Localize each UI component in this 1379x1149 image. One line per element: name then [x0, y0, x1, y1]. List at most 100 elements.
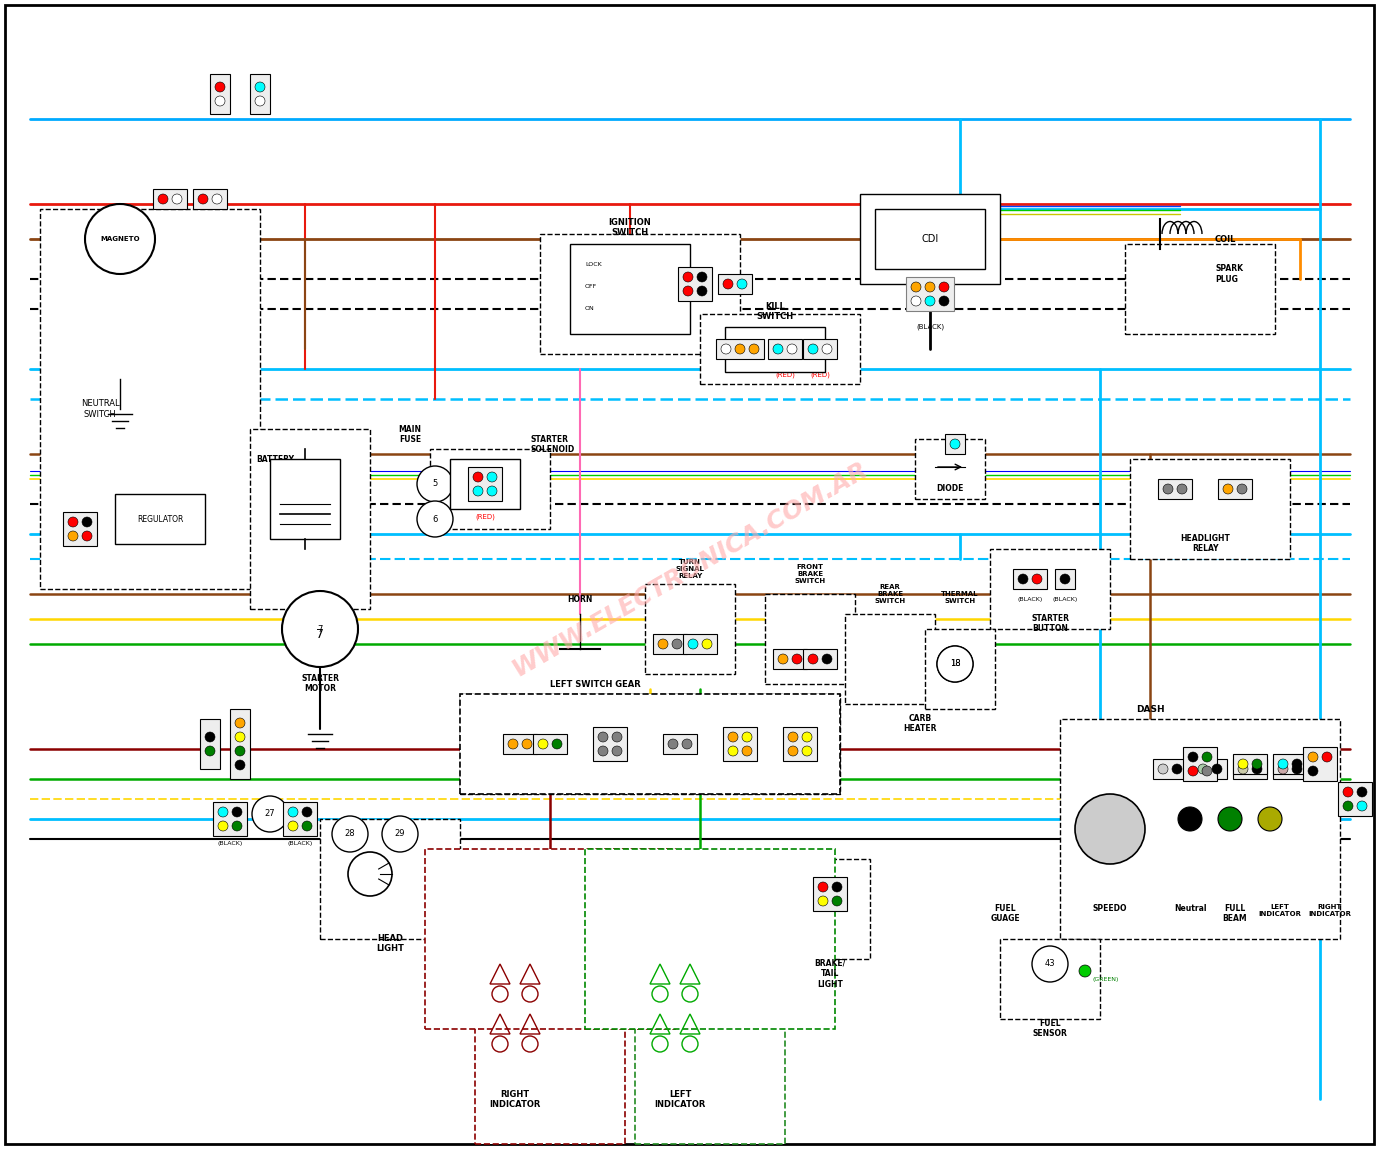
FancyBboxPatch shape — [1125, 244, 1276, 334]
Circle shape — [68, 531, 79, 541]
Text: FULL
BEAM: FULL BEAM — [1223, 904, 1248, 924]
FancyBboxPatch shape — [1218, 479, 1252, 499]
Text: CDI: CDI — [921, 234, 939, 244]
FancyBboxPatch shape — [1338, 782, 1372, 816]
Circle shape — [787, 732, 798, 742]
Circle shape — [1218, 807, 1242, 831]
Circle shape — [416, 466, 452, 502]
FancyBboxPatch shape — [1273, 759, 1307, 779]
Text: BRAKE/
TAIL
LIGHT: BRAKE/ TAIL LIGHT — [815, 959, 845, 989]
FancyBboxPatch shape — [212, 802, 247, 836]
Circle shape — [81, 531, 92, 541]
Circle shape — [255, 82, 265, 92]
Circle shape — [172, 194, 182, 205]
Circle shape — [702, 639, 712, 649]
Circle shape — [1158, 764, 1168, 774]
Circle shape — [728, 732, 738, 742]
FancyBboxPatch shape — [716, 339, 764, 358]
Text: (GREEN): (GREEN) — [1092, 977, 1118, 982]
FancyBboxPatch shape — [803, 339, 837, 358]
Text: TURN
SIGNAL
RELAY: TURN SIGNAL RELAY — [676, 560, 705, 579]
FancyBboxPatch shape — [678, 267, 712, 301]
Circle shape — [1252, 759, 1262, 769]
FancyBboxPatch shape — [925, 629, 996, 709]
Circle shape — [936, 646, 974, 683]
Circle shape — [1076, 794, 1145, 864]
Text: 18: 18 — [950, 660, 960, 669]
FancyBboxPatch shape — [990, 549, 1110, 629]
FancyBboxPatch shape — [210, 74, 230, 114]
FancyBboxPatch shape — [270, 458, 341, 539]
Text: LOCK: LOCK — [585, 262, 601, 267]
Text: 29: 29 — [394, 830, 405, 839]
Text: HEAD
LIGHT: HEAD LIGHT — [376, 934, 404, 954]
Circle shape — [1238, 759, 1248, 769]
Text: STARTER
SOLENOID: STARTER SOLENOID — [530, 434, 574, 454]
Text: (BLACK): (BLACK) — [1052, 597, 1077, 602]
Text: HEADLIGHT
RELAY: HEADLIGHT RELAY — [1180, 534, 1230, 554]
Circle shape — [288, 822, 298, 831]
Text: 6: 6 — [432, 515, 437, 524]
Text: 43: 43 — [1045, 959, 1055, 969]
FancyBboxPatch shape — [723, 727, 757, 761]
Text: (RED): (RED) — [775, 371, 794, 378]
Circle shape — [212, 194, 222, 205]
Circle shape — [728, 746, 738, 756]
FancyBboxPatch shape — [845, 614, 935, 704]
Circle shape — [939, 282, 949, 292]
FancyBboxPatch shape — [1183, 747, 1218, 781]
FancyBboxPatch shape — [461, 694, 840, 794]
Circle shape — [234, 759, 245, 770]
Circle shape — [950, 439, 960, 449]
FancyBboxPatch shape — [1060, 719, 1340, 939]
FancyBboxPatch shape — [320, 819, 461, 939]
Text: 7: 7 — [316, 627, 324, 640]
Circle shape — [473, 486, 483, 496]
Text: 28: 28 — [345, 830, 356, 839]
Circle shape — [1309, 751, 1318, 762]
Circle shape — [1238, 764, 1248, 774]
FancyBboxPatch shape — [193, 188, 228, 209]
FancyBboxPatch shape — [1129, 458, 1289, 560]
Circle shape — [487, 486, 496, 496]
Circle shape — [787, 746, 798, 756]
Circle shape — [736, 279, 747, 290]
FancyBboxPatch shape — [916, 439, 985, 499]
Circle shape — [1292, 759, 1302, 769]
Circle shape — [808, 654, 818, 664]
Circle shape — [1212, 764, 1222, 774]
FancyBboxPatch shape — [250, 429, 370, 609]
Circle shape — [1162, 484, 1174, 494]
Circle shape — [218, 807, 228, 817]
Circle shape — [818, 896, 827, 907]
Circle shape — [1031, 574, 1043, 584]
FancyBboxPatch shape — [283, 802, 317, 836]
Circle shape — [234, 746, 245, 756]
FancyBboxPatch shape — [683, 634, 717, 654]
Circle shape — [281, 591, 359, 668]
Circle shape — [742, 746, 752, 756]
Text: NEUTRAL
SWITCH: NEUTRAL SWITCH — [81, 400, 120, 418]
Circle shape — [302, 822, 312, 831]
Text: (RED): (RED) — [474, 514, 495, 520]
FancyBboxPatch shape — [425, 849, 674, 1030]
FancyBboxPatch shape — [1014, 569, 1047, 589]
FancyBboxPatch shape — [200, 719, 221, 769]
Circle shape — [696, 272, 707, 282]
FancyBboxPatch shape — [585, 849, 836, 1030]
Circle shape — [803, 746, 812, 756]
Circle shape — [234, 718, 245, 728]
FancyBboxPatch shape — [945, 434, 965, 454]
Circle shape — [742, 732, 752, 742]
Circle shape — [808, 344, 818, 354]
Circle shape — [252, 796, 288, 832]
Circle shape — [598, 746, 608, 756]
Circle shape — [1278, 759, 1288, 769]
Circle shape — [1322, 751, 1332, 762]
Text: (BLACK): (BLACK) — [218, 841, 243, 846]
Circle shape — [749, 344, 758, 354]
Circle shape — [552, 739, 563, 749]
Circle shape — [721, 344, 731, 354]
Circle shape — [1309, 766, 1318, 776]
FancyBboxPatch shape — [860, 194, 1000, 284]
